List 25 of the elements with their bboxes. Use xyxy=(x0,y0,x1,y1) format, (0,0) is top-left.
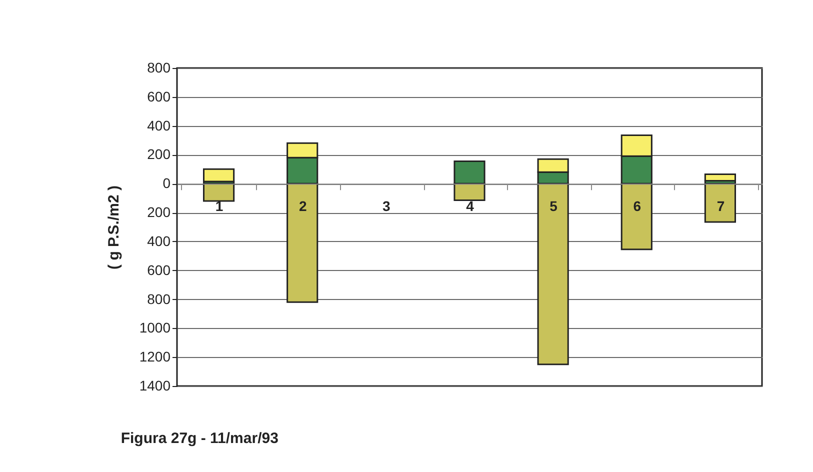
x-tick-label: 5 xyxy=(550,198,558,214)
y-tick-label: 200 xyxy=(147,204,171,220)
x-tick-label: 2 xyxy=(298,198,307,214)
y-axis-title: ( g P.S./m2 ) xyxy=(105,186,122,270)
bar xyxy=(704,173,736,182)
bar xyxy=(704,182,736,223)
y-tick-label: 1200 xyxy=(139,348,171,365)
x-tick-label: 6 xyxy=(633,198,642,214)
bar xyxy=(202,182,235,202)
x-tick-label: 1 xyxy=(215,198,224,214)
bar xyxy=(202,168,235,182)
y-tick-label: 400 xyxy=(147,117,171,134)
y-tick-label: 800 xyxy=(147,290,171,307)
y-tick-label: 200 xyxy=(147,146,171,162)
y-tick-label: 400 xyxy=(147,232,171,249)
text: Figura 27g - 11/mar/93 xyxy=(120,430,278,447)
y-tick-label: 0 xyxy=(162,175,171,192)
x-tick-label: 3 xyxy=(382,198,391,214)
y-tick-label: 600 xyxy=(147,262,171,278)
x-tick-label: 7 xyxy=(716,198,725,214)
y-tick-label: 600 xyxy=(147,88,171,104)
y-tick-label: 1000 xyxy=(139,320,171,336)
y-tick-label: 1400 xyxy=(139,378,171,394)
x-tick-label: 4 xyxy=(466,198,474,214)
y-tick-label: 800 xyxy=(147,60,171,76)
